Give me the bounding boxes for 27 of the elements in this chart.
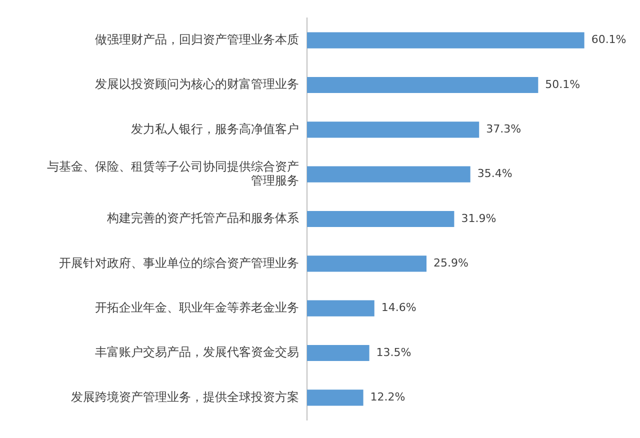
bar <box>307 122 480 138</box>
data-label: 37.3% <box>486 122 522 136</box>
bar <box>307 300 374 316</box>
data-label: 60.1% <box>591 33 626 46</box>
data-label: 35.4% <box>477 167 512 180</box>
y-tick-label: 与基金、保险、租赁等子公司协同提供综合资产管理服务 <box>47 159 299 188</box>
data-label: 13.5% <box>376 346 412 359</box>
bar <box>307 76 538 94</box>
y-tick-label: 发展以投资顾问为核心的财富管理业务 <box>95 77 299 92</box>
bar <box>307 166 470 182</box>
bar <box>307 32 584 48</box>
y-tick-label: 构建完善的资产托管产品和服务体系 <box>106 211 299 226</box>
bar <box>307 344 370 362</box>
data-label: 14.6% <box>381 301 416 314</box>
data-label: 50.1% <box>545 78 580 91</box>
y-tick-label: 开拓企业年金、职业年金等养老金业务 <box>95 300 299 314</box>
y-tick-label: 发力私人银行，服务高净值客户 <box>131 122 299 136</box>
y-tick-label: 开展针对政府、事业单位的综合资产管理业务 <box>59 256 299 270</box>
y-tick-label: 发展跨境资产管理业务，提供全球投资方案 <box>71 390 299 404</box>
data-label: 12.2% <box>370 390 406 404</box>
y-tick-label: 丰富账户交易产品，发展代客资金交易 <box>95 345 299 360</box>
data-label: 31.9% <box>461 212 496 225</box>
y-tick-label: 做强理财产品，回归资产管理业务本质 <box>95 32 299 46</box>
bar <box>307 390 364 406</box>
bar <box>307 210 454 228</box>
bar <box>307 256 427 272</box>
data-label: 25.9% <box>434 256 468 270</box>
